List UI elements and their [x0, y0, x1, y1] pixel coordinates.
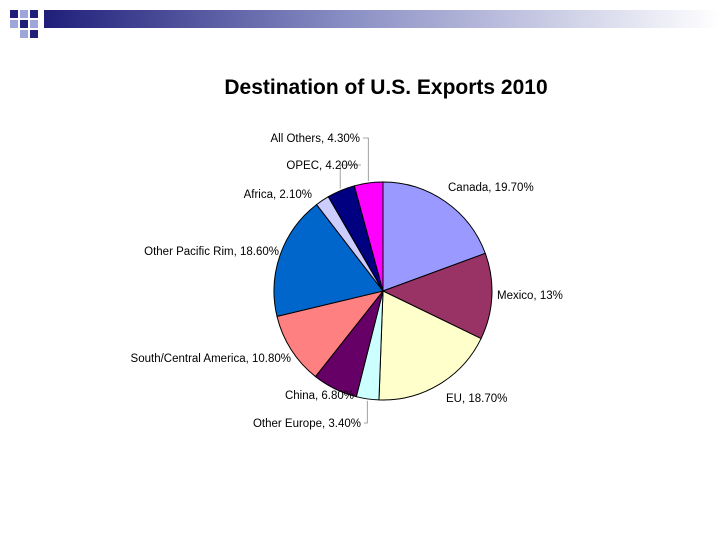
- pie-slices: [273, 181, 493, 401]
- slice-label: Other Pacific Rim, 18.60%: [144, 246, 279, 258]
- slice-label: OPEC, 4.20%: [286, 160, 358, 172]
- slice-label: Canada, 19.70%: [448, 182, 534, 194]
- header-square: [20, 10, 28, 18]
- slice-label: Africa, 2.10%: [244, 189, 312, 201]
- header-square: [10, 20, 18, 28]
- header-gradient-band: [44, 10, 720, 28]
- slice-label: EU, 18.70%: [446, 393, 507, 405]
- pie-slice-all-others: [353, 181, 384, 292]
- header-square: [30, 10, 38, 18]
- header-square: [30, 30, 38, 38]
- slice-label: China, 6.80%: [285, 390, 354, 402]
- chart-title: Destination of U.S. Exports 2010: [224, 76, 547, 99]
- slice-label: Mexico, 13%: [497, 290, 563, 302]
- pie-slice-canada: [382, 181, 486, 292]
- leader-line: [339, 164, 361, 189]
- slice-label: Other Europe, 3.40%: [253, 418, 361, 430]
- header-square: [20, 30, 28, 38]
- slice-label: All Others, 4.30%: [271, 133, 360, 145]
- header-square: [30, 20, 38, 28]
- slice-label: South/Central America, 10.80%: [131, 353, 291, 365]
- leader-line: [363, 137, 369, 181]
- header-square: [20, 20, 28, 28]
- slide-header-decoration: [10, 10, 720, 38]
- pie-slice-other-pacific-rim: [273, 203, 384, 317]
- pie-leader-lines: [339, 137, 369, 424]
- leader-line: [364, 400, 368, 424]
- pie-labels: Canada, 19.70% Mexico, 13% EU, 18.70% Other…: [131, 133, 563, 430]
- header-square: [10, 10, 18, 18]
- pie-slice-mexico: [381, 252, 493, 340]
- pie-slice-eu: [378, 290, 482, 401]
- pie-slice-south-central-america: [276, 290, 385, 378]
